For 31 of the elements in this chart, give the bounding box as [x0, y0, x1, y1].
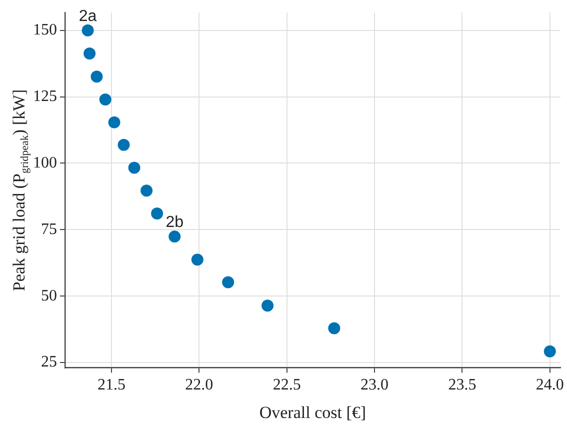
x-tick-label: 22.5 — [272, 376, 301, 394]
y-tick-label: 100 — [33, 154, 57, 172]
y-axis-title: Peak grid load (Pgridpeak) [kW] — [9, 89, 31, 292]
point — [151, 207, 164, 220]
x-tick-label: 23.5 — [448, 376, 476, 394]
point — [140, 184, 153, 197]
x-tick-label: 24.0 — [536, 376, 564, 394]
point — [118, 138, 130, 151]
x-tick-label: 23.0 — [360, 376, 389, 394]
point — [168, 230, 181, 243]
point — [222, 276, 234, 288]
y-tick-label: 75 — [41, 220, 57, 238]
point — [328, 322, 340, 334]
y-tick-label: 125 — [33, 88, 57, 106]
point — [128, 162, 140, 174]
x-tick-label: 22.0 — [185, 376, 214, 394]
point — [90, 70, 103, 83]
x-axis-title: Overall cost [€] — [259, 402, 366, 422]
point — [262, 300, 274, 312]
y-tick-label: 50 — [41, 287, 57, 304]
annotation: 2b — [166, 214, 184, 231]
point — [108, 116, 120, 128]
point — [191, 254, 204, 266]
x-tick-label: 21.5 — [97, 376, 126, 394]
point — [544, 345, 556, 358]
point — [84, 48, 96, 60]
annotation: 2a — [78, 8, 97, 25]
point — [82, 24, 94, 36]
point — [99, 93, 112, 106]
y-tick-label: 150 — [33, 22, 57, 39]
y-tick-label: 25 — [41, 354, 57, 371]
